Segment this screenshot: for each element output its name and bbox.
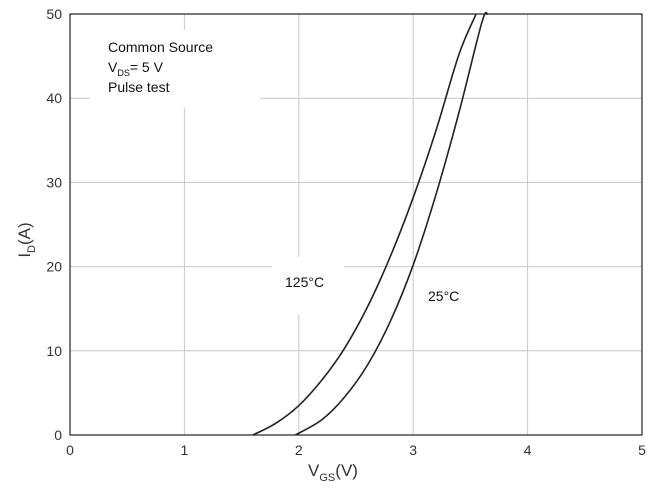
curves — [252, 11, 489, 436]
annotation-line-2: VDS= 5 V — [108, 59, 164, 78]
x-tick-label: 2 — [295, 442, 303, 458]
y-tick-label: 30 — [46, 174, 62, 190]
annotation-line-1: Common Source — [108, 39, 213, 55]
y-tick-label: 20 — [46, 259, 62, 275]
x-tick-label: 5 — [638, 442, 646, 458]
series-label-125c: 125°C — [285, 274, 324, 290]
series-label-background — [272, 257, 344, 315]
plot-frame — [69, 13, 643, 436]
x-tick-label: 4 — [524, 442, 532, 458]
x-tick-label: 1 — [181, 442, 189, 458]
y-tick-label: 40 — [46, 90, 62, 106]
series-label-background — [418, 280, 470, 326]
annotation-line-3: Pulse test — [108, 79, 170, 95]
label-backgrounds — [90, 30, 470, 326]
series-line-125c — [252, 13, 477, 436]
x-axis-label: VGS(V) — [308, 461, 358, 484]
x-tick-label: 0 — [66, 442, 74, 458]
y-tick-label: 10 — [46, 343, 62, 359]
y-tick-label: 50 — [46, 6, 62, 22]
annotation-block: Common Source VDS= 5 V Pulse test — [108, 39, 213, 95]
gridlines — [70, 14, 642, 435]
y-axis-label: ID(A) — [15, 222, 38, 257]
y-tick-label: 0 — [54, 427, 62, 443]
x-tick-label: 3 — [409, 442, 417, 458]
series-line-25c — [294, 11, 489, 436]
series-label-25c: 25°C — [428, 288, 459, 304]
annotation-background — [90, 30, 260, 108]
